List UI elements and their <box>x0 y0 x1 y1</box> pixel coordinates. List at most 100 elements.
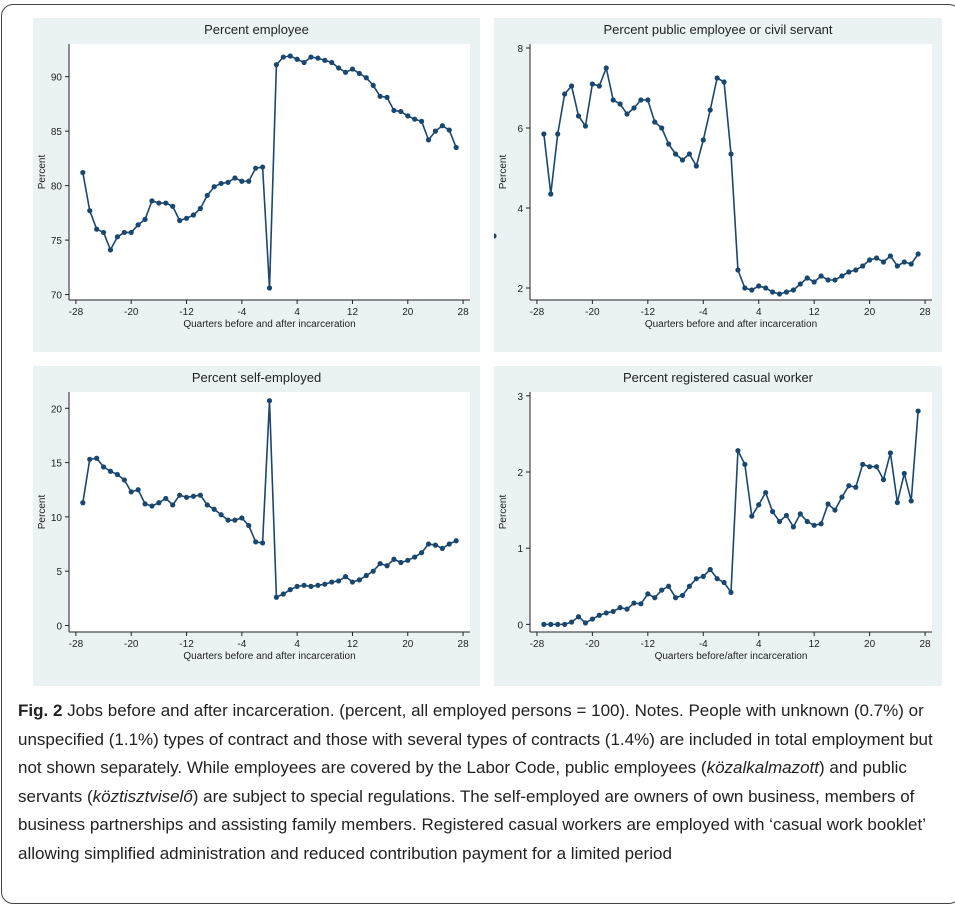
data-point <box>287 587 293 593</box>
data-point <box>273 62 280 68</box>
chart: Percent public employee or civil servant… <box>494 22 932 330</box>
data-point <box>412 554 418 560</box>
data-point <box>825 501 831 507</box>
data-point <box>259 540 266 546</box>
data-point <box>880 259 887 265</box>
data-point <box>860 461 866 467</box>
data-point <box>763 285 769 291</box>
data-point <box>342 574 349 580</box>
data-point <box>225 179 231 185</box>
x-tick-label: -12 <box>641 307 656 318</box>
data-point <box>439 545 445 551</box>
data-point <box>742 285 748 291</box>
data-point <box>259 164 266 170</box>
data-point <box>631 600 637 606</box>
x-tick-label: -20 <box>124 639 139 650</box>
data-point <box>582 123 589 129</box>
data-point <box>349 579 356 585</box>
data-point <box>329 579 335 585</box>
data-point <box>638 97 644 103</box>
data-point <box>294 56 300 62</box>
data-point <box>846 483 852 489</box>
data-point <box>756 283 762 289</box>
x-tick-label: 4 <box>294 639 300 650</box>
y-tick-label: 6 <box>517 124 523 135</box>
data-point <box>790 524 796 530</box>
data-point <box>315 55 321 61</box>
y-tick-label: 20 <box>51 404 63 415</box>
data-point <box>356 70 362 77</box>
data-point <box>349 66 356 72</box>
data-point <box>315 582 321 588</box>
y-tick-label: 8 <box>517 44 523 55</box>
data-point <box>562 91 568 97</box>
data-point <box>163 200 169 206</box>
data-point <box>128 489 134 495</box>
x-tick-label: -20 <box>585 639 600 650</box>
data-point <box>398 108 404 115</box>
data-point <box>107 468 114 474</box>
data-point <box>728 589 734 595</box>
data-point <box>190 493 197 499</box>
data-point <box>218 512 224 518</box>
data-point <box>301 582 307 588</box>
data-point <box>624 606 630 612</box>
data-point <box>568 619 575 625</box>
data-point <box>453 144 459 151</box>
y-tick-label: 90 <box>51 73 63 84</box>
data-point <box>425 137 432 143</box>
data-point <box>204 502 210 508</box>
data-point <box>197 205 203 212</box>
data-point <box>790 287 796 293</box>
x-tick-label: 20 <box>402 307 414 318</box>
x-tick-label: -4 <box>699 639 708 650</box>
y-tick-label: 70 <box>51 291 63 302</box>
data-point <box>617 605 623 611</box>
data-point <box>908 261 914 267</box>
data-point <box>266 285 273 291</box>
data-point <box>860 263 866 269</box>
data-point <box>679 157 686 163</box>
x-tick-label: 28 <box>920 307 932 318</box>
x-tick-label: -28 <box>69 639 84 650</box>
data-point <box>776 291 783 297</box>
data-point <box>446 127 452 133</box>
data-point <box>190 212 197 218</box>
data-point <box>541 131 547 137</box>
data-point <box>218 180 224 187</box>
data-point <box>419 118 425 124</box>
y-tick-label: 4 <box>517 204 523 215</box>
data-point <box>149 503 155 509</box>
data-point <box>239 178 245 184</box>
data-point <box>783 512 790 519</box>
data-point <box>494 233 497 239</box>
caption-text: Jobs before and after incarceration. (pe… <box>18 701 933 777</box>
data-point <box>135 222 141 228</box>
x-tick-label: 4 <box>756 639 762 650</box>
data-point <box>142 501 148 507</box>
data-point <box>707 566 713 573</box>
data-point <box>901 259 907 265</box>
y-tick-label: 85 <box>51 127 63 138</box>
data-point <box>700 573 706 579</box>
x-tick-label: 12 <box>347 307 359 318</box>
data-point <box>769 509 776 515</box>
data-point <box>294 583 300 589</box>
data-point <box>377 560 383 567</box>
data-point <box>804 518 810 525</box>
data-point <box>562 621 568 627</box>
y-axis-label: Percent <box>498 155 509 190</box>
data-point <box>873 255 880 261</box>
x-tick-label: 28 <box>458 639 470 650</box>
data-point <box>811 279 817 285</box>
data-point <box>548 621 554 627</box>
data-point <box>177 492 183 498</box>
y-tick-label: 3 <box>517 392 523 403</box>
data-point <box>128 229 134 236</box>
x-tick-label: 4 <box>756 307 762 318</box>
x-tick-label: 20 <box>402 639 414 650</box>
data-point <box>266 398 273 404</box>
data-point <box>887 253 894 259</box>
data-point <box>87 456 93 462</box>
y-axis-label: Percent <box>498 495 509 530</box>
